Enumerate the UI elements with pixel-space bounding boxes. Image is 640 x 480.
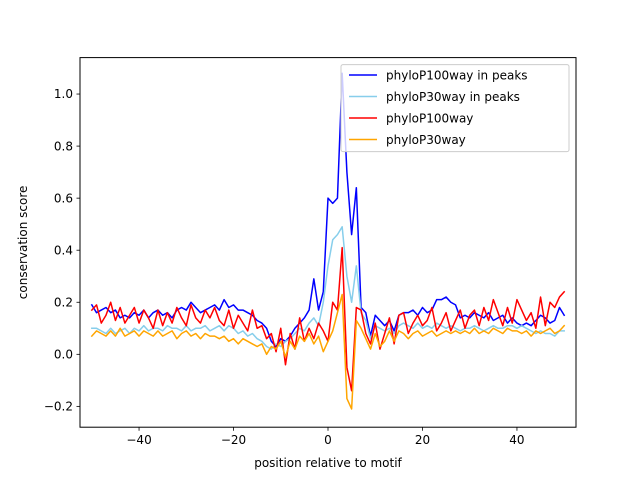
legend-label-1: phyloP30way in peaks [386,90,520,104]
x-tick-label: −40 [126,433,151,447]
x-tick-label: 20 [415,433,430,447]
y-tick-label: 0.0 [54,348,73,362]
y-tick-label: 1.0 [54,87,73,101]
legend-box [340,64,570,153]
y-axis: −0.2 0.0 0.2 0.4 0.6 0.8 1.0 [44,87,80,414]
x-axis-title: position relative to motif [254,456,402,470]
y-tick-label: 0.6 [54,191,73,205]
legend: phyloP100way in peaks phyloP30way in peak… [340,64,570,153]
series-line-3 [90,293,566,410]
y-tick-label: 0.4 [54,243,73,257]
series-line-0 [90,72,566,348]
series-layer [90,72,566,410]
y-tick-label: 0.2 [54,295,73,309]
legend-label-0: phyloP100way in peaks [386,69,528,83]
x-tick-label: 0 [324,433,332,447]
legend-label-3: phyloP30way [386,133,466,147]
x-tick-label: −20 [221,433,246,447]
legend-label-2: phyloP100way [386,112,473,126]
x-tick-label: 40 [509,433,524,447]
y-tick-label: −0.2 [44,400,73,414]
y-tick-label: 0.8 [54,139,73,153]
x-axis: −40 −20 0 20 40 [126,427,525,447]
y-axis-title: conservation score [16,186,30,300]
series-line-1 [91,226,565,350]
